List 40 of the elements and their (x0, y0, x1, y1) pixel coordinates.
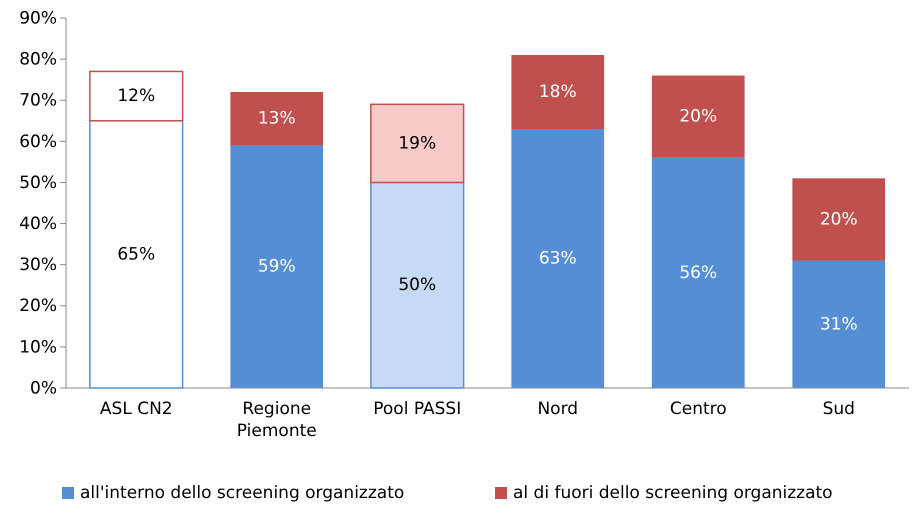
bar (792, 260, 886, 388)
x-tick-label: Sud (822, 399, 855, 420)
y-tick-label: 20% (19, 296, 57, 316)
data-label: 12% (117, 86, 156, 106)
y-tick-label: 80% (19, 50, 57, 70)
bar (230, 92, 324, 146)
data-label: 59% (258, 256, 296, 277)
x-tick-label: Nord (537, 399, 578, 420)
x-tick-label: Centro (670, 399, 727, 420)
x-tick-label: ASL CN2 (100, 399, 173, 420)
y-tick-label: 30% (19, 255, 57, 276)
data-label: 50% (398, 275, 436, 296)
data-label: 63% (538, 248, 577, 268)
y-tick-label: 60% (19, 132, 57, 152)
y-tick-label: 10% (19, 337, 57, 358)
data-label: 18% (538, 82, 577, 102)
bar (370, 104, 464, 184)
data-label: 31% (820, 314, 858, 334)
x-tick-label: Pool PASSI (373, 399, 462, 420)
bar (652, 158, 745, 388)
y-tick-label: 70% (19, 90, 57, 111)
x-tick-label: Regione Piemonte (236, 399, 317, 442)
bar (792, 178, 886, 261)
data-label: 20% (679, 106, 718, 127)
y-tick-label: 40% (19, 214, 57, 234)
bar (652, 76, 745, 158)
data-label: 20% (820, 209, 858, 230)
y-tick-label: 50% (19, 172, 57, 193)
data-label: 56% (679, 262, 718, 283)
y-tick-label: 0% (30, 378, 57, 398)
data-label: 65% (117, 244, 156, 264)
data-label: 19% (398, 133, 436, 154)
bar (511, 129, 604, 388)
legend-label: all'interno dello screening organizzato (80, 483, 404, 503)
legend-label: al di fuori dello screening organizzato (513, 483, 833, 503)
bar (230, 145, 324, 388)
data-label: 13% (258, 108, 296, 129)
y-tick-label: 90% (19, 8, 57, 28)
bar (511, 55, 604, 129)
bar (370, 182, 464, 389)
